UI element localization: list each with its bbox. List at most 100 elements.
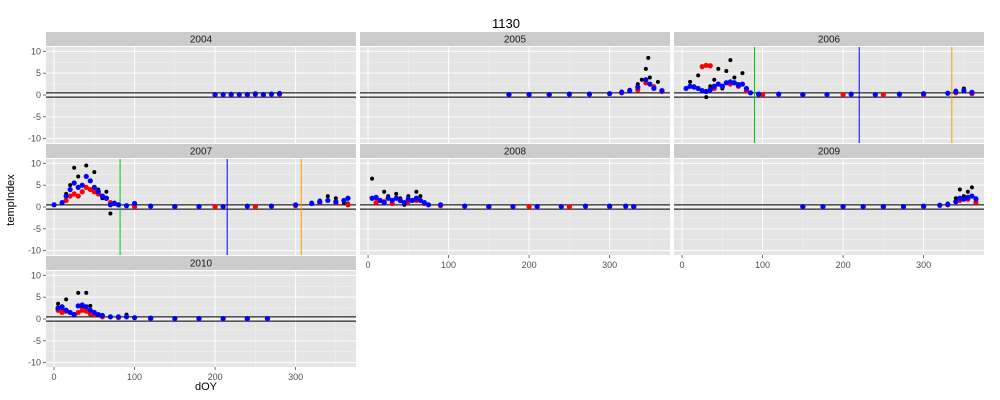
- observed-point: [414, 189, 419, 194]
- blue-series-point: [236, 91, 242, 98]
- x-tick-label: 100: [755, 260, 770, 270]
- blue-series-point: [341, 197, 347, 204]
- observed-point: [92, 170, 97, 175]
- blue-series-point: [546, 91, 552, 98]
- observed-point: [647, 75, 652, 80]
- blue-series-point: [67, 309, 73, 316]
- red-series-point: [59, 309, 65, 316]
- red-series-point: [566, 203, 572, 210]
- red-series-point: [699, 64, 705, 70]
- blue-series-point: [896, 91, 903, 97]
- blue-series-point: [373, 194, 379, 200]
- blue-series-point: [647, 81, 653, 87]
- red-series-point: [79, 307, 85, 313]
- observed-point: [104, 189, 109, 194]
- facet-strip: [46, 144, 356, 158]
- blue-series-point: [937, 202, 943, 208]
- blue-series-point: [735, 82, 742, 88]
- blue-series-point: [345, 195, 351, 201]
- blue-series-point: [148, 203, 154, 209]
- observed-point: [325, 194, 330, 199]
- blue-series-point: [526, 91, 532, 98]
- blue-series-point: [71, 180, 77, 186]
- blue-series-point: [79, 302, 85, 308]
- blue-series-point: [381, 200, 387, 206]
- blue-series-point: [393, 195, 399, 201]
- blue-series-point: [51, 202, 57, 208]
- observed-point: [957, 187, 962, 192]
- red-series-point: [840, 91, 846, 98]
- blue-series-point: [743, 85, 750, 92]
- blue-series-point: [945, 90, 951, 96]
- observed-point: [76, 290, 81, 295]
- blue-series-point: [969, 193, 975, 199]
- blue-series-point: [131, 315, 138, 321]
- blue-series-point: [123, 203, 130, 209]
- blue-series-point: [107, 202, 114, 208]
- blue-series-point: [506, 91, 512, 98]
- blue-series-point: [872, 91, 878, 98]
- blue-series-point: [695, 85, 701, 92]
- x-tick-label: 0: [366, 260, 371, 270]
- red-series-point: [880, 91, 886, 98]
- blue-series-point: [79, 182, 85, 188]
- facet-strip-label: 2007: [190, 147, 213, 158]
- facet-strip-label: 2010: [190, 259, 213, 270]
- blue-series-point: [619, 89, 625, 95]
- blue-series-point: [421, 200, 428, 206]
- blue-series-point: [244, 91, 250, 98]
- blue-series-point: [425, 202, 432, 208]
- blue-series-point: [71, 312, 77, 318]
- observed-point: [64, 297, 69, 302]
- observed-point: [643, 66, 648, 71]
- facet-strip: [360, 144, 670, 158]
- red-series-point: [67, 193, 73, 199]
- blue-series-point: [719, 83, 725, 89]
- facet-2008: 2008 0 100 200 300: [360, 144, 670, 270]
- blue-series-point: [462, 203, 468, 209]
- blue-series-point: [244, 315, 250, 322]
- blue-series-point: [711, 83, 717, 89]
- blue-series-point: [820, 203, 826, 210]
- observed-point: [639, 77, 644, 82]
- y-tick-label: 10: [31, 46, 41, 56]
- blue-series-point: [333, 199, 339, 205]
- y-tick-label: 0: [36, 202, 41, 212]
- observed-point: [108, 211, 113, 216]
- blue-series-point: [220, 91, 226, 98]
- y-tick-label: -5: [33, 224, 41, 234]
- blue-series-point: [99, 193, 105, 199]
- red-series-point: [63, 197, 69, 204]
- blue-series-point: [309, 200, 315, 207]
- y-tick-label: -10: [28, 134, 41, 144]
- blue-series-point: [486, 203, 492, 210]
- y-tick-label: -5: [33, 112, 41, 122]
- blue-series-point: [115, 314, 122, 320]
- blue-series-point: [900, 203, 907, 210]
- x-tick-label: 300: [288, 372, 303, 382]
- blue-series-point: [848, 91, 854, 97]
- x-tick-label: 200: [836, 260, 851, 270]
- red-series-point: [526, 203, 532, 210]
- red-series-point: [79, 189, 85, 195]
- y-tick-label: -10: [28, 246, 41, 256]
- facet-2004: 2004 -10 -5 0 5 10: [28, 32, 356, 144]
- observed-point: [724, 69, 729, 73]
- blue-series-point: [957, 195, 963, 201]
- blue-series-point: [83, 173, 89, 180]
- facet-2007: 2007 -10 -5 0 5 10: [28, 144, 356, 256]
- blue-series-point: [67, 186, 73, 193]
- blue-series-point: [731, 80, 737, 86]
- blue-series-point: [389, 197, 395, 204]
- facet-strip-label: 2005: [504, 35, 527, 46]
- facet-strip: [46, 32, 356, 46]
- blue-series-point: [63, 307, 69, 313]
- blue-series-point: [405, 196, 411, 202]
- y-axis-label: tempIndex: [5, 174, 17, 226]
- blue-series-point: [75, 184, 81, 190]
- blue-series-point: [417, 197, 423, 204]
- blue-series-point: [727, 79, 733, 85]
- facet-strip-label: 2006: [818, 35, 841, 46]
- x-tick-label: 200: [522, 260, 537, 270]
